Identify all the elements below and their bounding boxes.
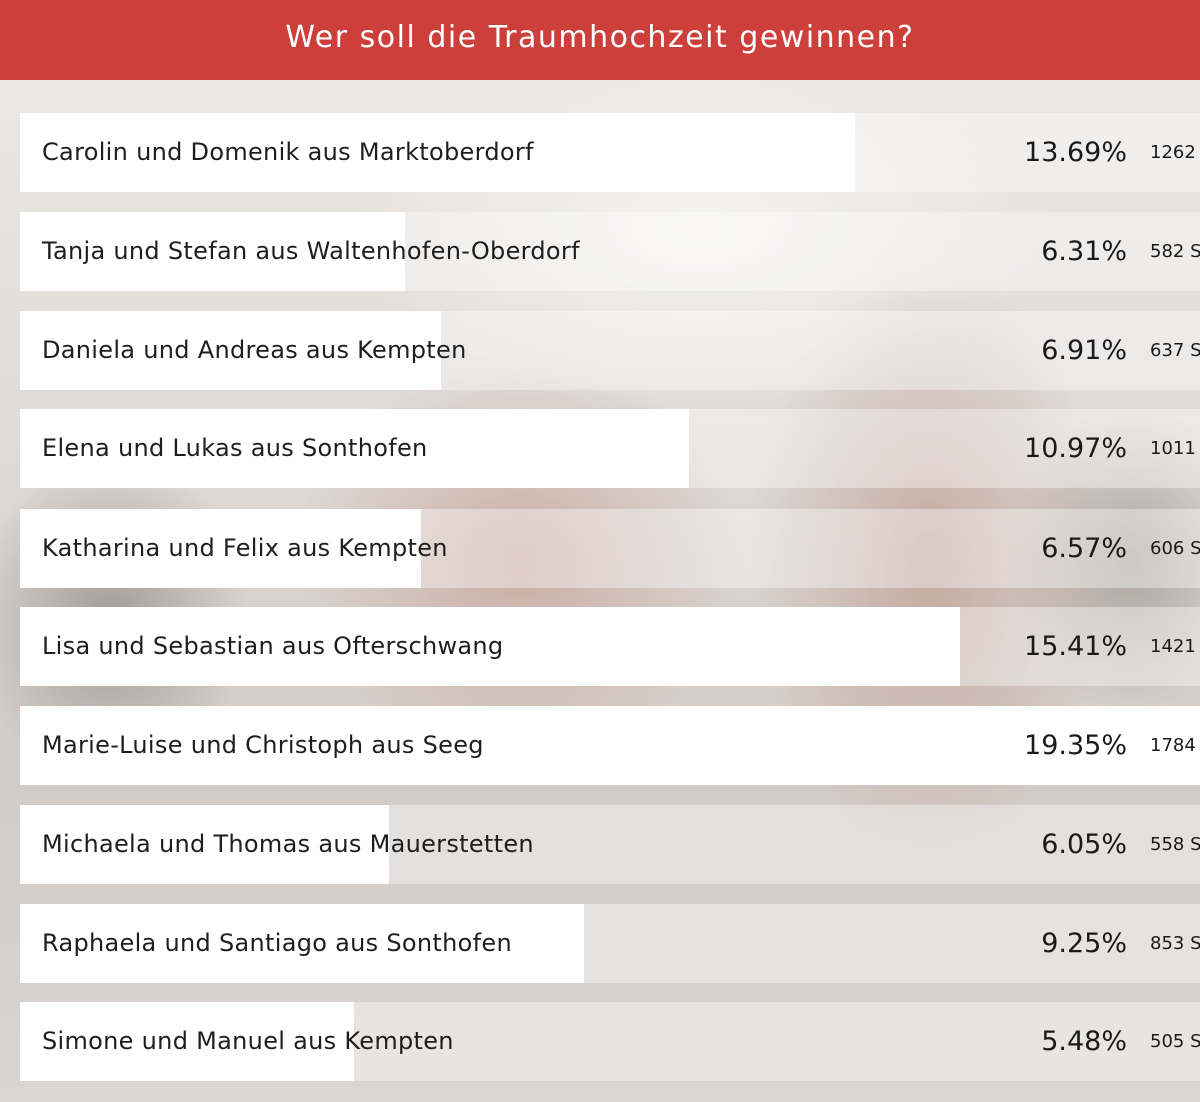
- option-votes: 582 S: [1150, 241, 1200, 262]
- option-percent: 13.69%: [1024, 137, 1127, 168]
- option-votes: 606 S: [1150, 538, 1200, 559]
- poll-option[interactable]: Tanja und Stefan aus Waltenhofen-Oberdor…: [20, 212, 1200, 291]
- option-votes: 1262 S: [1150, 142, 1200, 163]
- option-percent: 9.25%: [1041, 928, 1127, 959]
- option-votes: 637 S: [1150, 340, 1200, 361]
- option-percent: 5.48%: [1041, 1026, 1127, 1057]
- option-percent: 6.91%: [1041, 335, 1127, 366]
- poll-title: Wer soll die Traumhochzeit gewinnen?: [285, 20, 915, 55]
- option-label: Tanja und Stefan aus Waltenhofen-Oberdor…: [42, 237, 580, 265]
- option-label: Katharina und Felix aus Kempten: [42, 534, 448, 562]
- result-bar: [20, 409, 689, 488]
- result-bar: [20, 212, 405, 291]
- option-percent: 6.57%: [1041, 533, 1127, 564]
- poll-header: Wer soll die Traumhochzeit gewinnen?: [0, 0, 1200, 80]
- option-label: Marie-Luise und Christoph aus Seeg: [42, 731, 484, 759]
- poll-option[interactable]: Daniela und Andreas aus Kempten 6.91% 63…: [20, 311, 1200, 390]
- option-votes: 853 S: [1150, 933, 1200, 954]
- poll-option[interactable]: Simone und Manuel aus Kempten 5.48% 505 …: [20, 1002, 1200, 1081]
- option-label: Elena und Lukas aus Sonthofen: [42, 434, 428, 462]
- option-votes: 1784 S: [1150, 735, 1200, 756]
- result-bar: [20, 113, 855, 192]
- poll-option[interactable]: Marie-Luise und Christoph aus Seeg 19.35…: [20, 706, 1200, 785]
- poll-option[interactable]: Michaela und Thomas aus Mauerstetten 6.0…: [20, 805, 1200, 884]
- poll-option[interactable]: Carolin und Domenik aus Marktoberdorf 13…: [20, 113, 1200, 192]
- result-bar: [20, 805, 389, 884]
- option-label: Raphaela und Santiago aus Sonthofen: [42, 929, 512, 957]
- option-votes: 1011 S: [1150, 438, 1200, 459]
- option-percent: 15.41%: [1024, 631, 1127, 662]
- result-bar: [20, 706, 1200, 785]
- option-label: Lisa und Sebastian aus Ofterschwang: [42, 632, 504, 660]
- result-bar: [20, 509, 421, 588]
- option-label: Michaela und Thomas aus Mauerstetten: [42, 830, 534, 858]
- option-percent: 6.31%: [1041, 236, 1127, 267]
- option-label: Simone und Manuel aus Kempten: [42, 1027, 454, 1055]
- poll-option[interactable]: Lisa und Sebastian aus Ofterschwang 15.4…: [20, 607, 1200, 686]
- result-bar: [20, 904, 585, 983]
- option-votes: 1421 S: [1150, 636, 1200, 657]
- poll-option[interactable]: Elena und Lukas aus Sonthofen 10.97% 101…: [20, 409, 1200, 488]
- option-percent: 6.05%: [1041, 829, 1127, 860]
- option-votes: 505 S: [1150, 1031, 1200, 1052]
- option-label: Daniela und Andreas aus Kempten: [42, 336, 467, 364]
- option-votes: 558 S: [1150, 834, 1200, 855]
- option-percent: 19.35%: [1024, 730, 1127, 761]
- poll-option[interactable]: Raphaela und Santiago aus Sonthofen 9.25…: [20, 904, 1200, 983]
- result-bar: [20, 607, 960, 686]
- result-bar: [20, 1002, 355, 1081]
- result-bar: [20, 311, 442, 390]
- option-label: Carolin und Domenik aus Marktoberdorf: [42, 138, 534, 166]
- poll-option[interactable]: Katharina und Felix aus Kempten 6.57% 60…: [20, 509, 1200, 588]
- option-percent: 10.97%: [1024, 433, 1127, 464]
